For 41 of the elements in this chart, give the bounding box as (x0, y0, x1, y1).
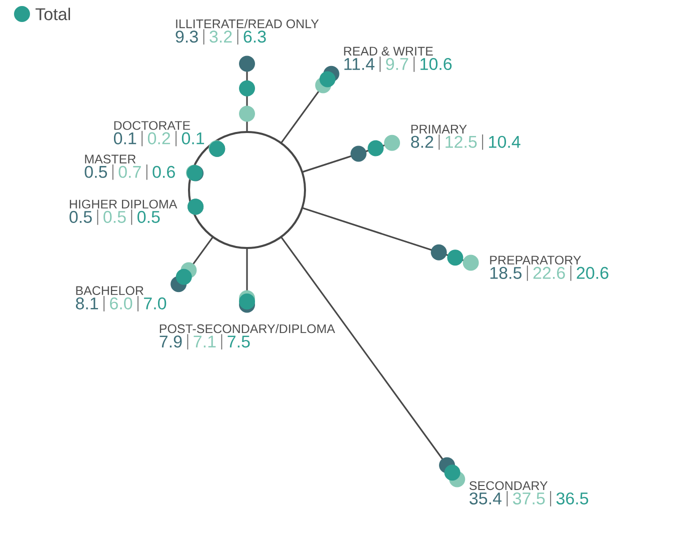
data-label: 7.0 (144, 297, 166, 310)
data-label: 9.3 (176, 30, 198, 43)
data-label: 8.2 (411, 136, 434, 148)
data-label: 0.1 (182, 132, 204, 144)
category-label: PRIMARY (411, 124, 467, 134)
category-label: DOCTORATE (114, 121, 190, 130)
data-label: 0.6 (152, 166, 175, 178)
data-label: 7.1 (194, 336, 216, 348)
data-label: 8.1 (76, 297, 98, 310)
category-label: ILLITERATE/READ ONLY (176, 19, 319, 28)
data-label: 20.6 (576, 266, 608, 279)
data-label: 12.5 (446, 136, 477, 148)
data-label: 22.6 (533, 266, 565, 279)
data-label: 9.7 (386, 58, 408, 70)
data-label: 6.0 (110, 297, 132, 310)
category-label: POST-SECONDARY/DIPLOMA (160, 324, 336, 334)
data-label: 3.2 (210, 30, 232, 43)
data-label: 36.5 (556, 492, 588, 504)
category-label: MASTER (85, 154, 136, 164)
data-label: 10.6 (420, 58, 452, 70)
category-label: SECONDARY (469, 481, 548, 490)
data-label: 0.5 (104, 210, 126, 223)
data-label: 0.5 (84, 166, 107, 178)
data-label: 35.4 (470, 492, 502, 504)
data-label: 0.5 (138, 210, 160, 223)
data-label: 0.1 (114, 132, 136, 144)
data-label: 6.3 (244, 30, 266, 43)
category-label: READ & WRITE (344, 46, 433, 56)
category-label: BACHELOR (76, 286, 144, 296)
data-label: 7.9 (160, 336, 182, 348)
category-label: PREPARATORY (490, 256, 582, 265)
data-label: 7.5 (228, 336, 250, 348)
data-label: 18.5 (490, 266, 522, 279)
data-label: 11.4 (344, 58, 374, 70)
category-label: HIGHER DIPLOMA (70, 200, 178, 209)
data-label: 0.2 (148, 132, 170, 144)
legend-label: Total (36, 8, 70, 20)
data-label: 37.5 (512, 492, 545, 504)
data-label: 10.4 (489, 136, 520, 148)
data-label: 0.5 (70, 210, 92, 223)
data-label: 0.7 (118, 166, 141, 178)
